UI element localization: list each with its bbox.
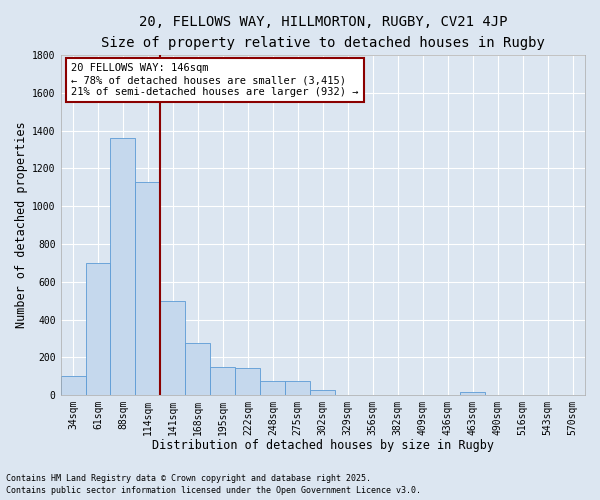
Title: 20, FELLOWS WAY, HILLMORTON, RUGBY, CV21 4JP
Size of property relative to detach: 20, FELLOWS WAY, HILLMORTON, RUGBY, CV21…: [101, 15, 545, 50]
Bar: [61, 376, 86, 395]
Bar: [136, 182, 160, 395]
Bar: [310, 390, 335, 395]
Bar: [211, 367, 235, 395]
Bar: [160, 300, 185, 395]
Bar: [110, 138, 136, 395]
Bar: [86, 263, 110, 395]
Bar: [286, 381, 310, 395]
Bar: [185, 343, 211, 395]
Y-axis label: Number of detached properties: Number of detached properties: [15, 122, 28, 328]
Bar: [460, 392, 485, 395]
Bar: [235, 368, 260, 395]
Bar: [260, 381, 286, 395]
Text: Contains HM Land Registry data © Crown copyright and database right 2025.
Contai: Contains HM Land Registry data © Crown c…: [6, 474, 421, 495]
X-axis label: Distribution of detached houses by size in Rugby: Distribution of detached houses by size …: [152, 440, 494, 452]
Text: 20 FELLOWS WAY: 146sqm
← 78% of detached houses are smaller (3,415)
21% of semi-: 20 FELLOWS WAY: 146sqm ← 78% of detached…: [71, 64, 359, 96]
